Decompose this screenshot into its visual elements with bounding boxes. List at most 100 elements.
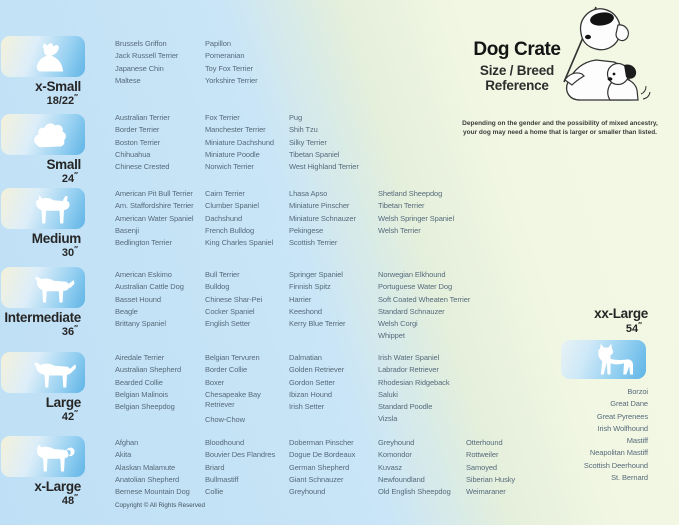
breed-item: Border Collie — [205, 365, 248, 375]
breed-item: French Bulldog — [205, 225, 255, 235]
size-badge — [1, 36, 85, 77]
breed-item: Ibizan Hound — [289, 389, 332, 399]
breed-item: Boston Terrier — [115, 137, 161, 147]
breed-item: Maltese — [115, 75, 141, 85]
breed-item: Australian Cattle Dog — [115, 282, 184, 292]
breed-column: Afghan Akita Alaskan Malamute Anatolian She… — [115, 437, 190, 498]
breed-item: Old English Sheepdog — [378, 487, 451, 497]
size-badge — [1, 114, 85, 155]
size-badge — [1, 188, 85, 229]
breed-item: Yorkshire Terrier — [205, 75, 258, 85]
breed-item: Briard — [205, 462, 225, 472]
breed-item: Tibetan Spaniel — [289, 149, 340, 159]
retriever-silhouette-icon — [34, 362, 76, 388]
xxl-dimension-value: 54 — [625, 323, 639, 335]
breed-item: Welsh Terrier — [378, 225, 421, 235]
breed-item: Weimaraner — [466, 487, 506, 497]
breed-item: Cairn Terrier — [205, 189, 245, 198]
breed-item: Am. Staffordshire Terrier — [115, 201, 194, 211]
breed-item: Portuguese Water Dog — [378, 282, 453, 292]
breed-item: Belgian Tervuren — [205, 353, 260, 362]
dimension-value: 18/22 — [46, 95, 75, 107]
akita-silhouette-icon — [37, 444, 75, 472]
breed-item: American Eskimo — [115, 270, 172, 279]
breed-item: Brussels Griffon — [115, 39, 167, 48]
breed-item: Airedale Terrier — [115, 353, 165, 362]
breed-item: Saluki — [378, 389, 398, 399]
dimension-value: 48 — [61, 495, 75, 507]
disclaimer-note-line1: Depending on the gender and the possibil… — [462, 120, 658, 127]
dimension-value: 42 — [61, 411, 75, 423]
breed-item: Gordon Setter — [289, 377, 335, 387]
breed-item: Chinese Shar-Pei — [205, 294, 263, 304]
breed-item: Scottish Terrier — [289, 238, 338, 248]
breed-item: Pug — [289, 113, 303, 122]
breed-item: Dalmatian — [289, 353, 322, 362]
breed-item: Miniature Schnauzer — [289, 213, 356, 223]
breed-item: Greyhound — [289, 487, 326, 497]
breed-column: Australian Terrier Border Terrier Boston T… — [115, 112, 170, 173]
breed-item: Australian Shepherd — [115, 365, 182, 375]
big-dog-head-spot — [590, 12, 614, 26]
breed-item: Collie — [205, 487, 224, 497]
breed-item: Standard Schnauzer — [378, 306, 445, 316]
breed-item: Neapolitan Mastiff — [589, 448, 648, 458]
breed-item: King Charles Spaniel — [205, 238, 274, 248]
xxl-size-dimension: 54″ — [540, 321, 642, 335]
breed-column: Pug Shih Tzu Silky Terrier Tibetan Spaniel W… — [289, 112, 359, 173]
shih-tzu-silhouette-icon — [34, 123, 66, 148]
breed-item: Papillon — [205, 39, 231, 48]
breed-item: Irish Setter — [289, 402, 325, 412]
breed-item: Irish Water Spaniel — [378, 353, 440, 362]
breed-item: Springer Spaniel — [289, 270, 343, 279]
breed-item: Akita — [115, 450, 132, 460]
breed-item: Welsh Springer Spaniel — [378, 213, 455, 223]
size-dimension: 42″ — [0, 409, 78, 423]
breed-item: Otterhound — [466, 438, 503, 447]
size-label: x-Small — [35, 79, 81, 94]
breed-item: Pekingese — [289, 225, 324, 235]
breed-item: Great Pyrenees — [596, 411, 648, 421]
breed-item: Vizsla — [378, 414, 398, 424]
xxl-size-label: xx-Large — [594, 306, 648, 321]
inch-mark: ″ — [74, 409, 78, 418]
breed-column: Lhasa Apso Miniature Pinscher Miniature Sc… — [289, 188, 356, 249]
breed-item: Chinese Crested — [115, 162, 170, 172]
breed-item: Shih Tzu — [289, 125, 318, 135]
breed-item: Australian Terrier — [115, 113, 170, 122]
page-subtitle-line2: Reference — [485, 78, 549, 93]
page-subtitle-line1: Size / Breed — [479, 63, 555, 78]
size-label: Intermediate — [4, 310, 81, 325]
inch-mark: ″ — [74, 171, 78, 180]
breed-item: American Pit Bull Terrier — [115, 189, 193, 198]
breed-item: Fox Terrier — [205, 113, 240, 122]
breed-column: Doberman Pinscher Dogue De Bordeaux German… — [289, 437, 355, 498]
dimension-value: 30 — [61, 247, 75, 259]
breed-column: Papillon Pomeranian Toy Fox Terrier Yorkshi… — [205, 38, 258, 87]
breed-item: Whippet — [378, 331, 405, 341]
breed-item: Greyhound — [378, 438, 415, 447]
big-dog-nose — [585, 34, 591, 40]
size-dimension: 48″ — [0, 493, 78, 507]
breed-item: Miniature Pinscher — [289, 201, 350, 211]
breed-item: Bedlington Terrier — [115, 238, 172, 248]
breed-item: German Shepherd — [289, 462, 350, 472]
size-badge — [1, 352, 85, 393]
size-label: Small — [46, 157, 81, 172]
breed-item: Alaskan Malamute — [115, 462, 176, 472]
breed-item: Chihuahua — [115, 149, 151, 159]
size-dimension: 24″ — [0, 171, 78, 185]
breed-item: Manchester Terrier — [205, 125, 266, 135]
terrier-silhouette-icon — [35, 195, 70, 224]
inch-mark: ″ — [638, 321, 642, 330]
breed-column: American Eskimo Australian Cattle Dog Bass… — [115, 269, 184, 330]
size-label: x-Large — [34, 479, 81, 494]
breed-column: Airedale Terrier Australian Shepherd Beard… — [115, 352, 181, 413]
puppy-nose — [607, 77, 613, 81]
breed-item: Dogue De Bordeaux — [289, 450, 356, 460]
breed-item: Borzoi — [627, 387, 648, 396]
breed-item: Bearded Collie — [115, 377, 163, 387]
breed-item: Border Terrier — [115, 125, 160, 135]
size-dimension: 18/22″ — [0, 93, 78, 107]
